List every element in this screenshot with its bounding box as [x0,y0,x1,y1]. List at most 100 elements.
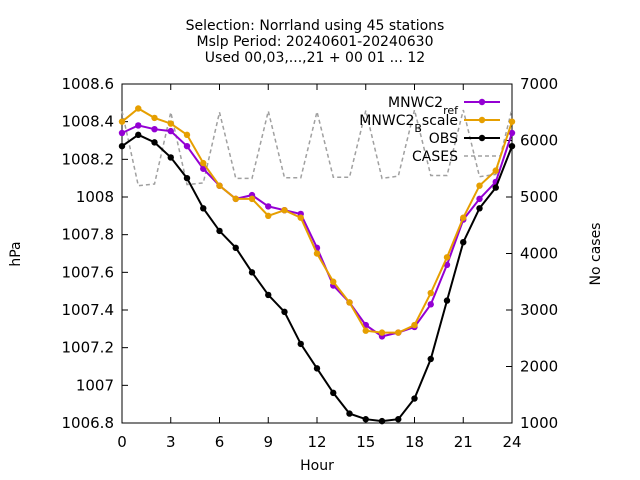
series-point-mnwc2_bscale [330,278,337,285]
x-axis-label: Hour [300,458,334,474]
x-tick-label: 15 [356,433,375,451]
series-point-mnwc2_bscale [378,329,386,336]
legend-label: OBS [429,131,458,147]
series-point-mnwc2_bscale [346,299,353,306]
series-point-obs [460,239,467,246]
series-point-mnwc2_bscale [395,329,402,336]
series-point-obs [183,174,191,182]
series-point-mnwc2_bscale [118,118,126,125]
y2-tick-label: 1000 [520,414,558,432]
series-point-obs [167,154,174,161]
y-tick-label: 1007.6 [62,263,115,281]
series-point-mnwc2_ref [508,129,516,137]
y-tick-label: 1006.8 [62,414,115,432]
legend-label: MNWC2ref [388,95,459,117]
chart-title: Selection: Norrland using 45 stationsMsl… [186,18,445,66]
x-tick-label: 24 [502,433,521,451]
legend-marker [478,134,486,142]
series-point-obs [330,389,337,397]
series-point-mnwc2_bscale [281,206,288,214]
series-point-obs [118,142,126,150]
series-point-obs [492,184,499,191]
series-point-obs [281,308,288,316]
series-point-mnwc2_bscale [232,195,239,203]
y-axis-label: hPa [8,241,24,266]
y2-tick-label: 4000 [520,245,558,263]
series-point-obs [248,269,256,276]
series-point-mnwc2_ref [167,127,174,135]
series-point-obs [362,416,369,423]
x-tick-label: 18 [405,433,424,451]
y-tick-label: 1008.6 [62,75,115,93]
series-point-mnwc2_bscale [183,131,191,139]
legend-marker [478,116,486,124]
series-point-mnwc2_bscale [297,214,304,221]
y2-tick-label: 5000 [520,188,558,206]
y-tick-label: 1008.2 [62,150,115,168]
series-point-mnwc2_bscale [216,182,223,189]
series-point-mnwc2_bscale [151,114,158,122]
series-point-obs [313,365,321,372]
series-point-obs [216,227,223,235]
series-point-mnwc2_ref [183,142,191,150]
series-point-mnwc2_bscale [200,159,207,167]
legend-label: CASES [412,149,458,165]
series-point-obs [378,417,386,425]
series-point-obs [265,291,272,299]
x-tick-label: 0 [117,433,127,451]
series-point-mnwc2_bscale [362,327,369,334]
series-point-mnwc2_bscale [313,250,321,257]
series-point-mnwc2_bscale [476,182,483,189]
y2-tick-label: 7000 [520,75,558,93]
x-tick-label: 3 [166,433,176,451]
series-point-mnwc2_ref [265,203,272,210]
series-point-mnwc2_ref [200,165,207,172]
series-point-mnwc2_bscale [492,167,499,174]
series-line-obs [121,133,513,423]
series-point-obs [443,297,451,304]
series-point-mnwc2_ref [135,122,142,129]
series-point-obs [476,205,483,212]
axis-ticks: 0 3 6 9 12 15 18 21 24 1006.8 1007 1007.2 1007.4 1007… [62,75,559,451]
series-point-obs [346,410,353,417]
series-point-obs [232,244,239,252]
series-point-obs [135,131,142,139]
series-point-obs [395,416,402,423]
legend-label: MNWC2Bscale [359,113,458,135]
series-point-mnwc2_bscale [167,120,174,127]
chart-title-line: Selection: Norrland using 45 stations [186,18,445,34]
series-point-mnwc2_bscale [460,214,467,221]
y-tick-label: 1008 [76,188,114,206]
series-point-mnwc2_bscale [508,118,516,125]
series-line-cases [121,108,513,187]
y2-tick-label: 2000 [520,358,558,376]
x-tick-label: 9 [263,433,273,451]
y-tick-label: 1007.8 [62,226,115,244]
y-tick-label: 1007.2 [62,339,115,357]
chart-title-line: Mslp Period: 20240601-20240630 [197,34,434,50]
series-point-mnwc2_bscale [411,321,418,329]
series-point-mnwc2_ref [476,195,483,203]
y-tick-label: 1007.4 [62,301,115,319]
series-point-obs [297,340,304,348]
series-point-obs [508,142,516,150]
series-point-obs [200,205,207,212]
series-point-mnwc2_bscale [427,289,434,297]
series-point-mnwc2_ref [118,129,126,137]
y2-tick-label: 3000 [520,301,558,319]
series-point-mnwc2_ref [151,126,158,133]
chart-title-line: Used 00,03,...,21 + 00 01 ... 12 [205,50,425,66]
series-point-mnwc2_bscale [135,105,142,112]
series-point-obs [427,355,434,363]
series-point-obs [151,139,158,146]
series-point-obs [411,395,418,402]
y2-tick-label: 6000 [520,132,558,150]
y-tick-label: 1008.4 [62,113,115,131]
x-tick-label: 12 [307,433,326,451]
series-layer [118,105,516,425]
y2-axis-label: No cases [588,223,604,286]
series-point-mnwc2_bscale [443,254,451,261]
legend-marker [478,98,486,106]
